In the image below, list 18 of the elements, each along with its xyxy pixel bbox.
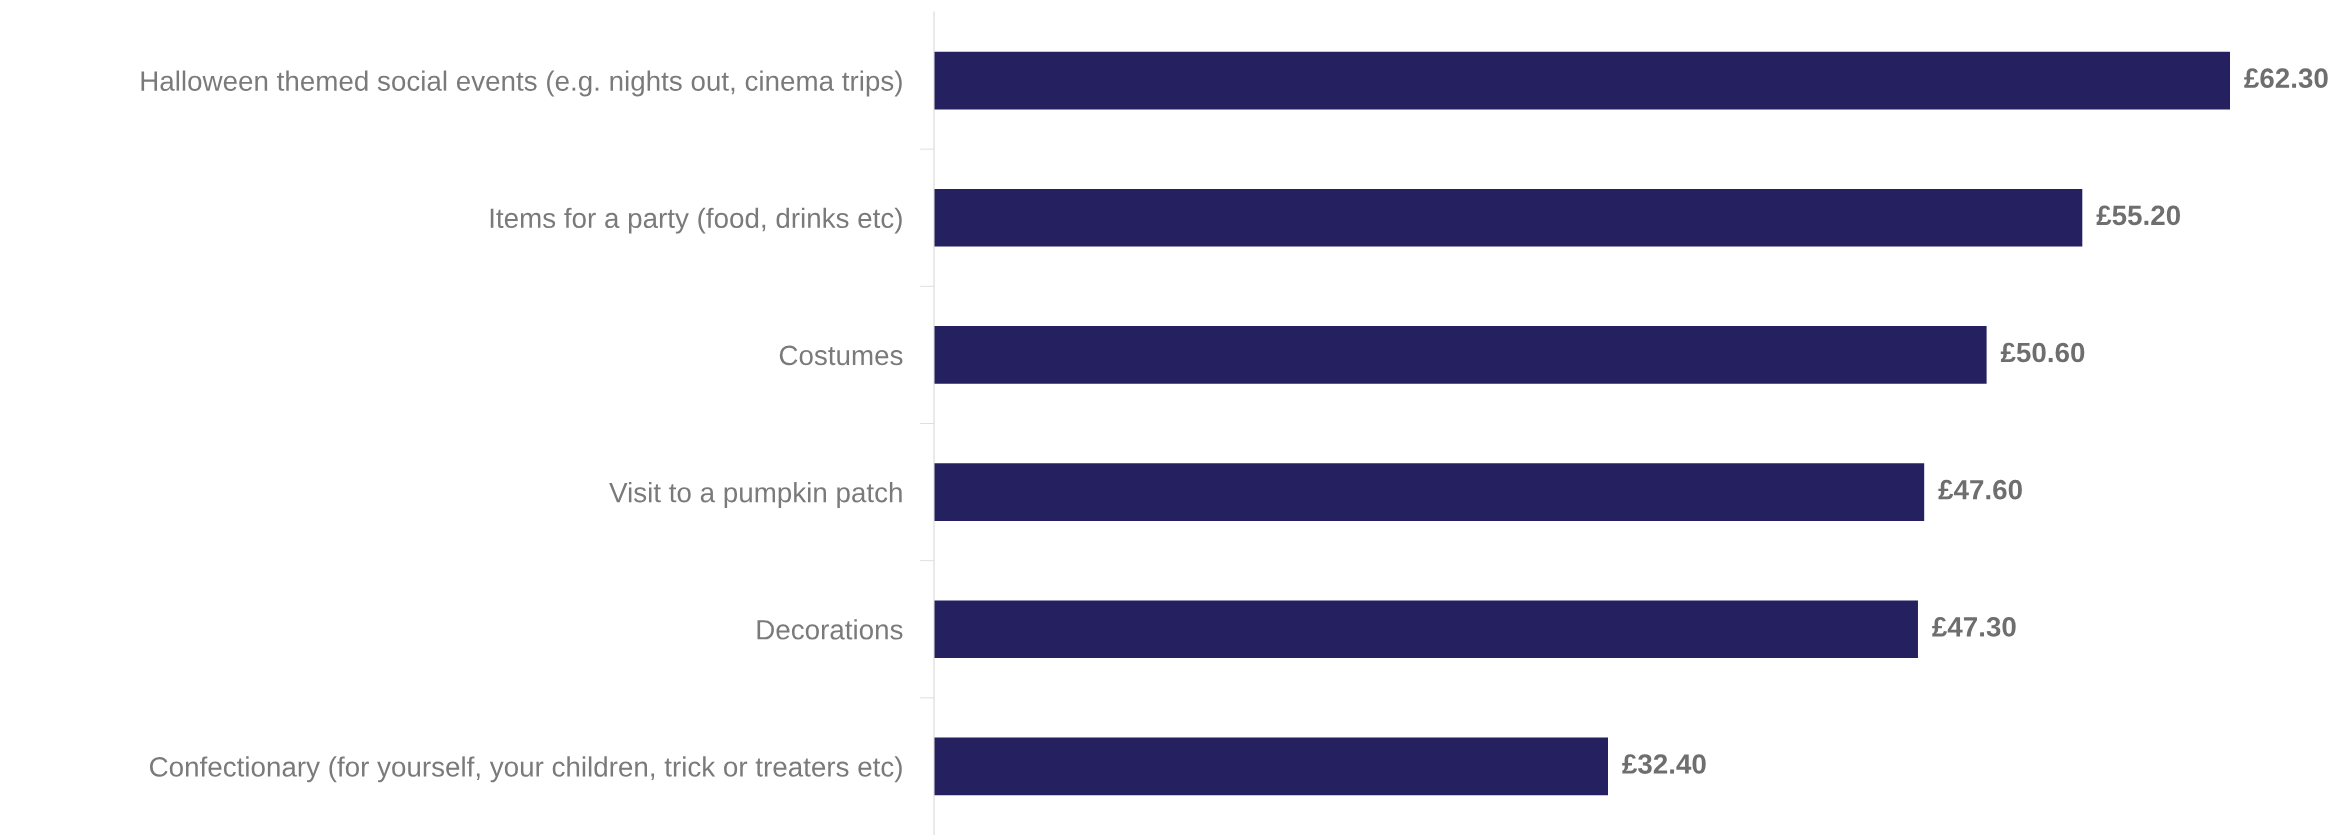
data-label: £32.40 (1622, 754, 1706, 774)
y-tick-label: Items for a party (food, drinks etc) (490, 207, 902, 234)
data-label: £47.30 (1932, 617, 2016, 637)
data-label: £50.60 (2000, 342, 2085, 363)
data-label: £47.60 (1938, 479, 2022, 500)
data-label: £62.30 (2244, 68, 2328, 89)
y-tick-label: Decorations (757, 619, 903, 640)
bar (934, 326, 1987, 384)
data-label: £55.20 (2096, 205, 2181, 226)
y-tick-label: Confectionary (for yourself, your children, trick or treaters etc) (150, 756, 902, 783)
y-tick-label: Halloween themed social events (e.g. nights out, cinema trips) (141, 70, 902, 97)
bar (934, 737, 1608, 796)
bar (934, 51, 2230, 110)
y-tick-label: Costumes (779, 345, 903, 366)
y-tick-label: Visit to a pumpkin patch (609, 482, 902, 508)
bar (934, 600, 1918, 659)
bar (934, 188, 2083, 247)
bar (934, 463, 1925, 521)
